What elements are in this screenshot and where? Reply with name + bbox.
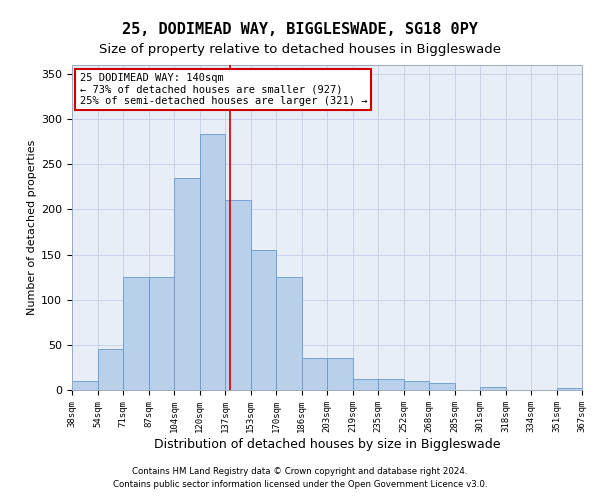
- Y-axis label: Number of detached properties: Number of detached properties: [27, 140, 37, 315]
- Bar: [149, 277, 174, 390]
- Bar: [199, 134, 225, 390]
- Bar: [174, 178, 199, 390]
- Bar: [557, 388, 582, 390]
- Bar: [123, 277, 149, 390]
- Text: Contains HM Land Registry data © Crown copyright and database right 2024.: Contains HM Land Registry data © Crown c…: [132, 467, 468, 476]
- Bar: [276, 277, 302, 390]
- Bar: [97, 350, 123, 390]
- Bar: [72, 381, 97, 390]
- Bar: [251, 250, 276, 390]
- Bar: [327, 358, 353, 390]
- Bar: [353, 379, 378, 390]
- Text: 25, DODIMEAD WAY, BIGGLESWADE, SG18 0PY: 25, DODIMEAD WAY, BIGGLESWADE, SG18 0PY: [122, 22, 478, 38]
- Bar: [404, 381, 429, 390]
- Bar: [225, 200, 251, 390]
- Bar: [378, 379, 404, 390]
- Text: Contains public sector information licensed under the Open Government Licence v3: Contains public sector information licen…: [113, 480, 487, 489]
- Bar: [480, 388, 505, 390]
- Text: Size of property relative to detached houses in Biggleswade: Size of property relative to detached ho…: [99, 42, 501, 56]
- Bar: [429, 383, 455, 390]
- Text: 25 DODIMEAD WAY: 140sqm
← 73% of detached houses are smaller (927)
25% of semi-d: 25 DODIMEAD WAY: 140sqm ← 73% of detache…: [80, 73, 367, 106]
- X-axis label: Distribution of detached houses by size in Biggleswade: Distribution of detached houses by size …: [154, 438, 500, 450]
- Bar: [302, 358, 327, 390]
